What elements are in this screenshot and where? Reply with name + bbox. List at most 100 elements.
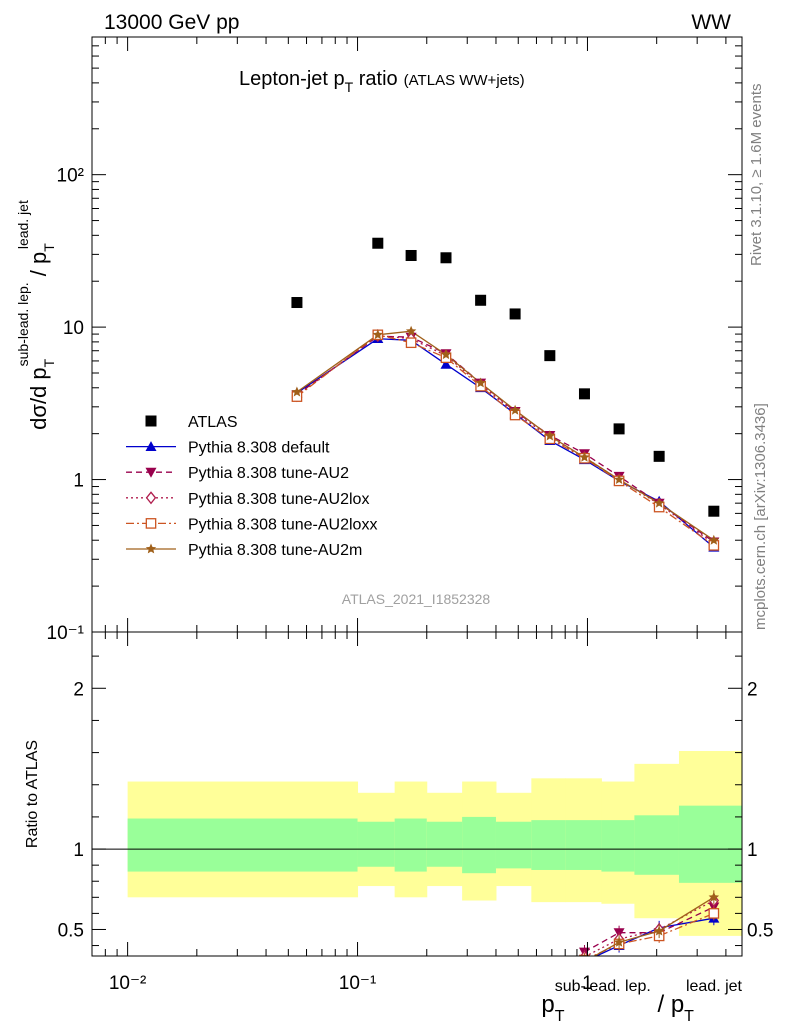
header-collision-label: 13000 GeV pp <box>104 11 239 34</box>
ratio-inner-band <box>531 820 566 870</box>
rivet-version-label: Rivet 3.1.10, ≥ 1.6M events <box>748 84 765 267</box>
ratio-inner-band <box>127 818 359 872</box>
x-tick-label: 10⁻² <box>109 973 147 994</box>
main-point-0 <box>613 423 625 435</box>
main-title: Lepton-jet pT ratio (ATLAS WW+jets) <box>239 68 525 95</box>
main-ylabel-sub2: T <box>41 243 57 252</box>
legend-label-1: Pythia 8.308 default <box>188 440 330 457</box>
main-series-lines <box>296 330 715 548</box>
main-point-5 <box>475 377 486 388</box>
ratio-inner-band <box>634 815 680 875</box>
main-point-5 <box>579 451 590 462</box>
main-point-5 <box>544 430 556 441</box>
ratio-point-3 <box>708 908 720 919</box>
main-point-5 <box>405 325 417 336</box>
main-series-line-4 <box>296 334 715 546</box>
header-process-label: WW <box>691 11 731 34</box>
main-title-rest: ratio <box>353 68 397 90</box>
main-point-5 <box>372 329 383 340</box>
legend-marker-4 <box>145 518 157 529</box>
ratio-xlabel: pTsub-lead. lep. / pTlead. jet <box>541 978 742 1024</box>
main-point-0 <box>708 505 720 517</box>
legend-label-0: ATLAS <box>188 414 238 431</box>
main-point-0 <box>475 294 487 306</box>
xlabel-sub1: T <box>555 1008 565 1024</box>
xlabel-sub2: T <box>684 1008 694 1024</box>
main-series-line-2 <box>296 335 715 543</box>
ratio-ylabel: Ratio to ATLAS <box>24 740 41 848</box>
ratio-inner-band <box>495 821 532 869</box>
main-point-5 <box>708 534 720 545</box>
ratio-y-tick-label-right: 1 <box>747 840 758 861</box>
ratio-inner-band <box>426 821 463 867</box>
ratio-inner-band <box>357 821 396 867</box>
ratio-series-line-2 <box>584 899 715 956</box>
main-y-tick-label: 10⁻¹ <box>47 623 85 644</box>
legend-marker-2 <box>145 467 157 478</box>
main-y-tick-label: 1 <box>73 471 84 492</box>
main-point-0 <box>509 308 521 320</box>
ratio-inner-band <box>394 818 428 872</box>
main-point-0 <box>578 388 590 400</box>
main-title-subscript: T <box>345 79 354 95</box>
main-series-markers <box>291 237 720 552</box>
x-tick-label: 10⁻¹ <box>339 973 377 994</box>
x-tick-label: 1 <box>582 973 593 994</box>
legend-marker-1 <box>145 441 157 451</box>
main-series-line-3 <box>296 334 715 545</box>
legend-marker-0 <box>145 415 157 427</box>
legend-label-3: Pythia 8.308 tune-AU2lox <box>188 491 369 508</box>
main-point-5 <box>440 349 452 360</box>
legend: ATLAS Pythia 8.308 default Pythia 8.308 tu… <box>126 414 377 559</box>
main-ylabel-part2: / p <box>26 252 51 283</box>
main-y-tick-label: 10² <box>57 166 84 187</box>
ratio-point-0 <box>579 956 590 966</box>
xlabel-sup1: sub-lead. lep. <box>555 978 651 995</box>
ratio-plot-frame <box>91 631 743 957</box>
main-series-line-5 <box>296 330 715 541</box>
main-title-text: Lepton-jet p <box>239 68 345 90</box>
ratio-point-4 <box>579 956 590 966</box>
ratio-point-4 <box>613 936 625 947</box>
xlabel-sup2: lead. jet <box>686 978 743 995</box>
mcplots-label: mcplots.cern.ch [arXiv:1306.3436] <box>752 403 769 630</box>
ratio-inner-band <box>565 820 602 870</box>
ratio-y-tick-label-left: 1 <box>73 840 84 861</box>
main-ylabel-sup2: lead. jet <box>15 200 31 249</box>
main-point-5 <box>613 474 625 484</box>
main-ylabel-part1: dσ/d p <box>26 367 51 430</box>
main-point-5 <box>509 404 521 415</box>
legend-marker-3 <box>145 491 157 505</box>
ratio-y-tick-label-left: 0.5 <box>58 920 84 941</box>
ratio-uncertainty-bands <box>92 750 742 936</box>
main-point-0 <box>372 237 384 249</box>
xlabel-part1: p <box>541 991 554 1018</box>
main-point-0 <box>653 450 665 462</box>
main-ylabel: dσ/d pTsub-lead. lep. / pTlead. jet <box>15 200 57 430</box>
ratio-y-tick-label-right: 2 <box>747 679 758 700</box>
ratio-y-tick-label-right: 0.5 <box>747 920 773 941</box>
ratio-point-3 <box>579 954 590 956</box>
legend-label-5: Pythia 8.308 tune-AU2m <box>188 542 362 559</box>
main-point-0 <box>291 297 303 309</box>
legend-label-2: Pythia 8.308 tune-AU2 <box>188 465 349 482</box>
main-point-0 <box>544 350 556 362</box>
ratio-inner-band <box>678 805 742 883</box>
main-y-tick-label: 10 <box>63 318 84 339</box>
main-point-4 <box>405 337 417 349</box>
ratio-series-lines <box>578 890 720 966</box>
main-axis-ticks: 10⁻¹ 1 10 10² <box>47 36 742 644</box>
main-point-0 <box>405 249 417 261</box>
main-point-0 <box>440 252 452 264</box>
main-title-detail: (ATLAS WW+jets) <box>404 72 525 89</box>
ratio-axis-ticks: 0.5 0.5 1 1 2 2 10⁻² 10⁻¹ 1 <box>58 632 773 994</box>
ratio-y-tick-label-left: 2 <box>73 679 84 700</box>
ratio-inner-band <box>462 816 497 874</box>
analysis-watermark: ATLAS_2021_I1852328 <box>342 591 491 607</box>
main-ylabel-sup1: sub-lead. lep. <box>15 282 31 366</box>
legend-marker-5 <box>145 543 157 554</box>
legend-label-4: Pythia 8.308 tune-AU2loxx <box>188 516 377 533</box>
main-ylabel-sub1: T <box>41 358 57 367</box>
main-point-5 <box>291 386 303 397</box>
